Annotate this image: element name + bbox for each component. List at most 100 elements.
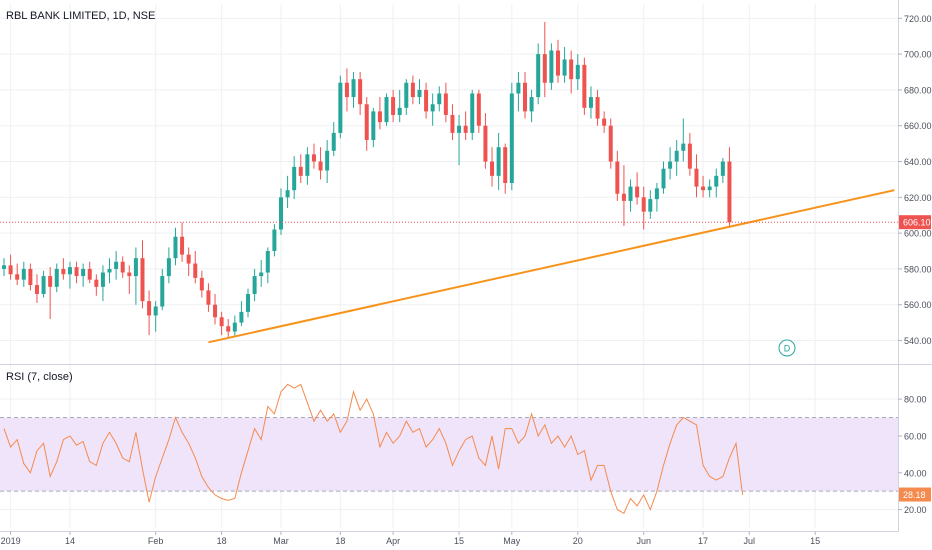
candle-body <box>61 268 66 275</box>
candle-body <box>100 272 105 287</box>
candle-body <box>94 279 99 287</box>
candle-body <box>8 265 13 275</box>
candle-body <box>430 104 435 112</box>
candle-body <box>490 161 495 176</box>
candle-body <box>252 276 257 294</box>
candle-body <box>325 150 330 171</box>
candle-body <box>81 268 86 277</box>
candle-body <box>166 258 171 277</box>
time-tick-label: Jul <box>743 536 755 546</box>
candle-body <box>358 79 363 105</box>
candle-body <box>549 50 554 83</box>
candle-body <box>272 229 277 252</box>
candle-body <box>562 59 567 76</box>
candles-layer <box>2 21 732 339</box>
candle-body <box>707 186 712 191</box>
event-marker-circle[interactable] <box>778 339 796 357</box>
candle-body <box>278 197 283 230</box>
candle-body <box>496 147 501 176</box>
candle-body <box>681 143 686 151</box>
candle-body <box>199 277 204 291</box>
candle-body <box>509 93 514 183</box>
candle-body <box>668 161 673 169</box>
candle-body <box>595 97 600 119</box>
candle-body <box>582 64 587 108</box>
candle-body <box>259 272 264 277</box>
candle-body <box>727 161 732 223</box>
candle-body <box>529 97 534 112</box>
candle-body <box>397 107 402 115</box>
candle-body <box>160 276 165 307</box>
price-tick-label: 540.00 <box>904 336 932 346</box>
candle-body <box>239 311 244 323</box>
candle-body <box>67 267 72 275</box>
candle-body <box>542 54 547 83</box>
last-price-badge <box>899 215 931 230</box>
candle-body <box>48 276 53 287</box>
candle-body <box>536 54 541 98</box>
candle-body <box>180 236 185 255</box>
candle-body <box>133 258 138 277</box>
candle-body <box>457 125 462 133</box>
candle-body <box>661 168 666 189</box>
candle-body <box>555 50 560 76</box>
candle-body <box>28 268 33 286</box>
candle-body <box>654 188 659 200</box>
candle-body <box>74 267 79 277</box>
trendline <box>208 189 895 344</box>
candle-body <box>628 186 633 201</box>
rsi-value-label: 28.18 <box>903 490 926 500</box>
price-tick-label: 580.00 <box>904 264 932 274</box>
candle-body <box>219 317 224 327</box>
candle-body <box>292 166 297 191</box>
candle-body <box>206 290 211 305</box>
candle-body <box>127 272 132 277</box>
candle-body <box>523 82 528 112</box>
candle-body <box>417 89 422 98</box>
candle-body <box>140 258 145 302</box>
price-tick-label: 700.00 <box>904 50 932 60</box>
candle-body <box>621 193 626 201</box>
candle-body <box>364 104 369 141</box>
price-tick-label: 600.00 <box>904 229 932 239</box>
candle-body <box>120 261 125 273</box>
time-tick-label: Mar <box>273 536 289 546</box>
rsi-tick-label: 60.00 <box>904 431 927 441</box>
candle-body <box>87 268 92 280</box>
candle-body <box>648 199 653 212</box>
candle-body <box>318 161 323 171</box>
candle-body <box>674 150 679 162</box>
candle-body <box>153 306 158 316</box>
candle-body <box>338 82 343 133</box>
price-tick-label: 660.00 <box>904 121 932 131</box>
rsi-tick-label: 20.00 <box>904 505 927 515</box>
last-price-label: 606.10 <box>903 218 931 228</box>
candle-body <box>470 93 475 133</box>
time-tick-label: 2019 <box>1 536 21 546</box>
candle-body <box>476 93 481 126</box>
candle-body <box>186 254 191 264</box>
candle-body <box>377 111 382 123</box>
candle-body <box>147 301 152 316</box>
time-tick-label: Jun <box>636 536 651 546</box>
candle-body <box>602 118 607 126</box>
candle-body <box>213 304 218 318</box>
candle-body <box>641 197 646 212</box>
candle-body <box>371 111 376 141</box>
candle-body <box>351 79 356 98</box>
time-tick-label: 20 <box>573 536 583 546</box>
rsi-tick-label: 80.00 <box>904 395 927 405</box>
candle-body <box>437 93 442 105</box>
candle-body <box>615 161 620 194</box>
time-tick-label: 18 <box>217 536 227 546</box>
time-tick-label: 15 <box>810 536 820 546</box>
time-tick-label: Apr <box>386 536 400 546</box>
candle-body <box>285 190 290 198</box>
price-tick-label: 720.00 <box>904 14 932 24</box>
event-marker-label: D <box>784 344 791 354</box>
candle-body <box>41 276 46 294</box>
symbol-title: RBL BANK LIMITED, 1D, NSE <box>6 10 156 22</box>
candle-body <box>226 326 231 332</box>
